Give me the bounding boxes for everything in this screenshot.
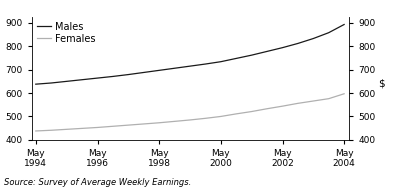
Males — [249, 54, 254, 56]
Females — [280, 105, 285, 107]
Line: Females: Females — [36, 94, 344, 131]
Males — [33, 83, 38, 85]
Females — [326, 98, 331, 100]
Females — [265, 108, 270, 110]
Females — [33, 130, 38, 132]
Females — [249, 110, 254, 113]
Females — [49, 129, 54, 131]
Males — [172, 67, 177, 69]
Females — [295, 102, 300, 105]
Females — [172, 120, 177, 122]
Females — [187, 119, 192, 121]
Females — [64, 128, 69, 130]
Males — [280, 46, 285, 49]
Males — [234, 57, 239, 60]
Males — [311, 37, 316, 40]
Females — [218, 115, 223, 118]
Males — [218, 60, 223, 63]
Males — [126, 74, 131, 76]
Legend: Males, Females: Males, Females — [37, 22, 96, 44]
Females — [126, 124, 131, 126]
Females — [110, 125, 115, 127]
Males — [95, 77, 100, 79]
Males — [141, 71, 146, 74]
Males — [203, 63, 208, 65]
Females — [311, 100, 316, 102]
Males — [49, 82, 54, 84]
Males — [187, 65, 192, 67]
Males — [342, 23, 347, 26]
Females — [95, 126, 100, 129]
Males — [157, 69, 162, 71]
Males — [80, 79, 85, 81]
Females — [157, 122, 162, 124]
Males — [295, 42, 300, 45]
Females — [203, 117, 208, 119]
Females — [342, 93, 347, 95]
Text: Source: Survey of Average Weekly Earnings.: Source: Survey of Average Weekly Earning… — [4, 178, 191, 187]
Males — [326, 32, 331, 34]
Males — [64, 80, 69, 82]
Females — [234, 113, 239, 115]
Y-axis label: $: $ — [378, 78, 385, 88]
Females — [80, 127, 85, 129]
Line: Males: Males — [36, 25, 344, 84]
Males — [265, 50, 270, 53]
Males — [110, 75, 115, 77]
Females — [141, 123, 146, 125]
